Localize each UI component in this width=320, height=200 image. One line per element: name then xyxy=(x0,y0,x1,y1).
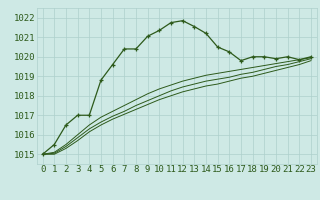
Text: Graphe pression niveau de la mer (hPa): Graphe pression niveau de la mer (hPa) xyxy=(41,183,279,194)
